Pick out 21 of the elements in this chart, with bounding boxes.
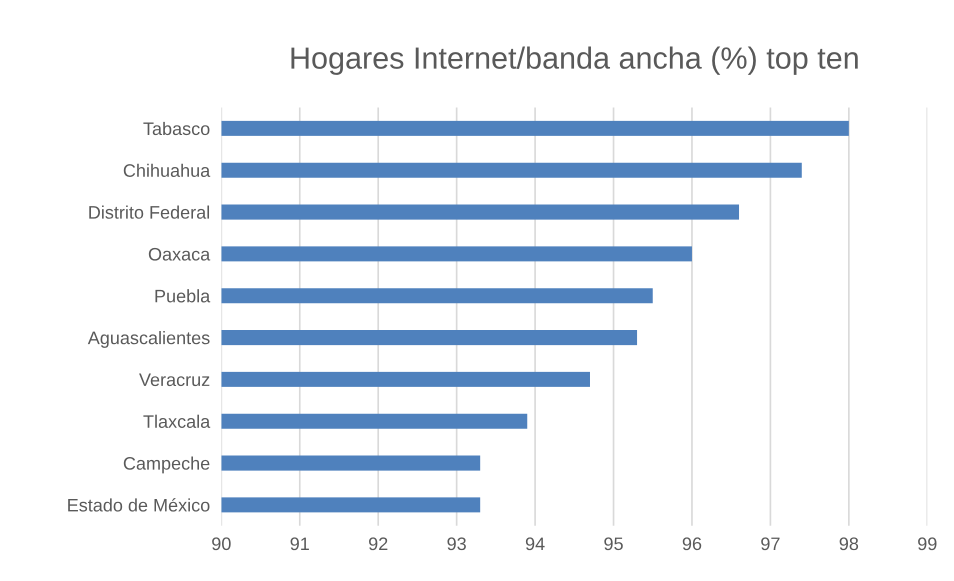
x-tick-label: 90 (212, 537, 231, 550)
y-tick-label: Chihuahua (124, 164, 210, 177)
x-tick-label: 98 (840, 537, 858, 550)
y-tick-label: Campeche (124, 456, 210, 474)
x-tick-label: 96 (682, 537, 702, 550)
x-tick-label: 93 (447, 537, 466, 550)
y-tick-label: Distrito Federal (89, 206, 210, 219)
y-tick-label: Tabasco (143, 122, 210, 136)
x-tick-label: 94 (526, 537, 545, 550)
x-tick-label: 92 (369, 537, 388, 550)
x-tick-label: 99 (918, 537, 936, 550)
x-tick-label: 91 (290, 537, 309, 550)
y-tick-label: Aguascalientes (88, 331, 210, 348)
y-tick-label: Puebla (155, 289, 210, 302)
y-tick-label: Estado de México (68, 498, 210, 512)
y-tick-label: Oaxaca (148, 248, 210, 261)
x-tick-label: 95 (604, 537, 623, 550)
x-tick-label: 97 (761, 537, 780, 550)
chart-title: Hogares Internet/banda ancha (%) top ten (291, 46, 858, 75)
y-tick-label: Veracruz (139, 374, 210, 386)
y-tick-label: Tlaxcala (143, 414, 210, 428)
